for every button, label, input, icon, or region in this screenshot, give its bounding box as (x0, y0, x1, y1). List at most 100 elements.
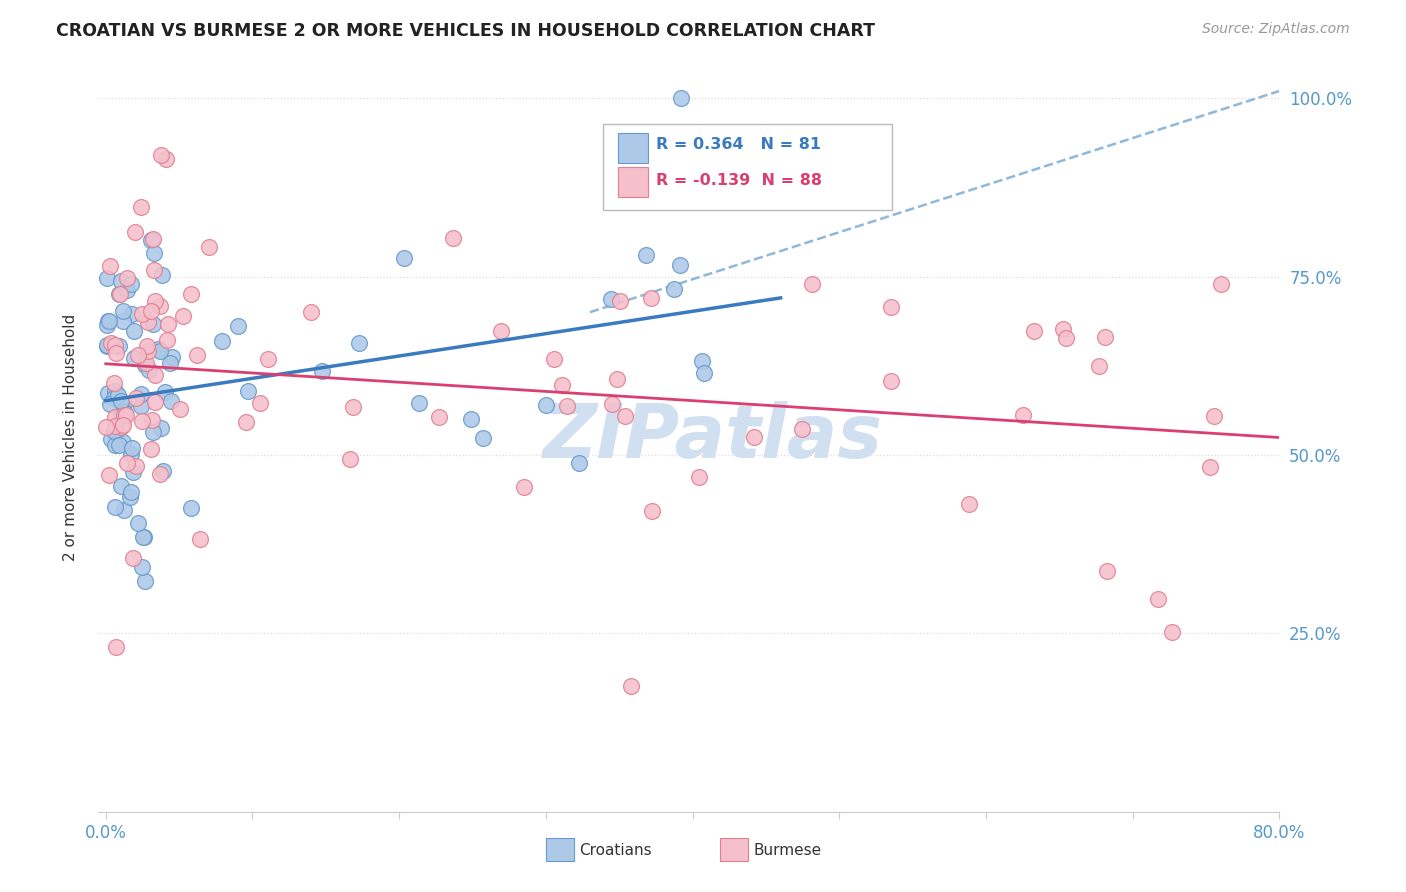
Point (105, 640, 128, 654)
Point (664, 283, 686, 297)
Point (152, 464, 174, 478)
Point (112, 434, 135, 449)
Point (104, 410, 127, 425)
FancyBboxPatch shape (603, 124, 891, 210)
Point (122, 551, 145, 566)
Point (105, 424, 128, 438)
Point (142, 317, 165, 331)
Point (606, 371, 628, 385)
Point (124, 324, 146, 338)
Point (139, 304, 162, 318)
Point (112, 408, 135, 422)
Point (568, 457, 591, 471)
Point (127, 348, 149, 362)
Point (634, 248, 657, 262)
Point (172, 309, 194, 323)
Point (115, 271, 138, 285)
Point (121, 307, 143, 321)
Point (392, 251, 415, 265)
Point (471, 431, 494, 445)
Point (100, 433, 122, 447)
Point (249, 396, 271, 410)
Text: Burmese: Burmese (754, 843, 821, 857)
Point (142, 425, 165, 440)
Point (692, 366, 714, 380)
Point (198, 240, 221, 254)
Point (134, 530, 156, 544)
Point (136, 343, 159, 358)
Point (134, 358, 156, 372)
Point (104, 384, 127, 399)
Point (257, 351, 280, 366)
Text: Source: ZipAtlas.com: Source: ZipAtlas.com (1202, 22, 1350, 37)
Point (131, 200, 153, 214)
Bar (619, 167, 648, 196)
Point (1011, 408, 1033, 422)
Point (641, 504, 664, 518)
Point (127, 516, 149, 531)
Point (299, 305, 322, 319)
Bar (619, 133, 648, 163)
Point (143, 368, 166, 383)
Point (142, 263, 165, 277)
Point (142, 232, 165, 246)
Point (600, 397, 623, 411)
Point (114, 408, 136, 422)
Point (120, 277, 142, 291)
Point (96, 318, 118, 332)
Point (162, 350, 184, 364)
Point (342, 401, 364, 415)
Point (104, 419, 127, 434)
Point (115, 283, 138, 297)
Point (121, 441, 143, 455)
Point (139, 234, 162, 248)
Point (125, 458, 148, 473)
Point (180, 286, 202, 301)
Point (609, 293, 631, 308)
Point (114, 406, 136, 420)
Point (107, 339, 129, 353)
Point (688, 470, 710, 484)
Point (145, 294, 167, 309)
Point (311, 364, 333, 378)
Point (157, 318, 180, 332)
Point (117, 456, 139, 470)
Point (120, 446, 142, 460)
Point (155, 152, 177, 166)
Point (110, 420, 132, 434)
Point (135, 356, 157, 370)
Point (1054, 331, 1077, 345)
Point (129, 387, 152, 401)
Point (169, 401, 191, 416)
Point (614, 409, 637, 424)
Point (110, 394, 132, 409)
Text: R = 0.364   N = 81: R = 0.364 N = 81 (655, 137, 821, 153)
Point (543, 351, 565, 366)
Point (97, 314, 120, 328)
Point (108, 438, 131, 452)
Point (96, 338, 118, 352)
Point (146, 343, 169, 357)
Point (139, 442, 162, 456)
Point (100, 397, 122, 411)
Point (141, 412, 163, 426)
Y-axis label: 2 or more Vehicles in Household: 2 or more Vehicles in Household (63, 313, 77, 561)
Point (1052, 322, 1074, 336)
Point (211, 334, 233, 348)
Point (1087, 359, 1109, 374)
Point (96, 339, 118, 353)
Point (159, 356, 181, 370)
Point (159, 393, 181, 408)
Point (1094, 330, 1116, 344)
Point (111, 417, 134, 432)
Point (880, 374, 903, 388)
Point (122, 465, 145, 479)
Point (180, 501, 202, 516)
Point (98, 467, 121, 482)
Text: CROATIAN VS BURMESE 2 OR MORE VEHICLES IN HOUSEHOLD CORRELATION CHART: CROATIAN VS BURMESE 2 OR MORE VEHICLES I… (56, 22, 876, 40)
Point (744, 430, 766, 444)
Point (143, 394, 166, 409)
Point (110, 274, 132, 288)
Point (112, 403, 135, 417)
Point (111, 314, 134, 328)
